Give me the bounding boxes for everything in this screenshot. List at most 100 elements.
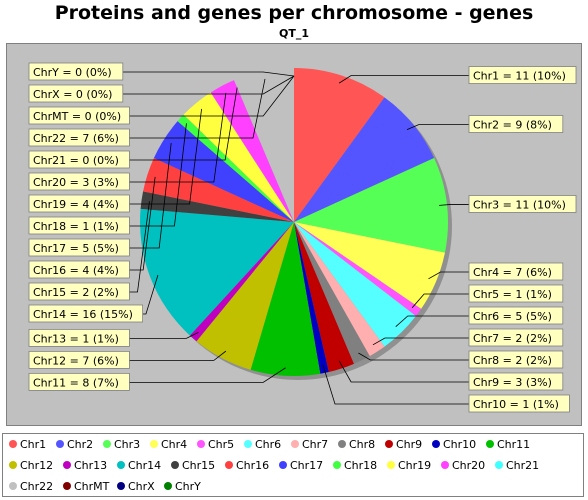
- legend-label: Chr21: [506, 459, 540, 472]
- label-connector: [129, 123, 187, 227]
- slice-label-box: [28, 128, 130, 147]
- label-connector: [129, 75, 295, 117]
- label-connector: [338, 75, 469, 84]
- slice-label-box: [468, 115, 564, 133]
- pie-slice-chr19[interactable]: [183, 92, 294, 222]
- legend-swatch: [56, 440, 64, 448]
- legend-label: Chr11: [497, 438, 531, 451]
- slice-label-chr3: Chr3 = 11 (10%): [473, 198, 566, 211]
- pie-slice-chr6[interactable]: [294, 222, 416, 347]
- legend-item-chry: ChrY: [164, 479, 201, 495]
- pie-slice-chr2[interactable]: [294, 97, 435, 222]
- slice-label-box: [28, 282, 130, 301]
- label-connector: [129, 367, 286, 383]
- legend-swatch: [103, 440, 111, 448]
- pie-slice-chr15[interactable]: [140, 191, 294, 222]
- legend-label: Chr19: [398, 459, 432, 472]
- pie-slice-chr10[interactable]: [294, 222, 329, 374]
- legend-item-chrmt: ChrMT: [63, 479, 109, 495]
- pie-slice-chr4[interactable]: [294, 222, 445, 309]
- slice-label-chr19: Chr19 = 4 (4%): [33, 198, 119, 211]
- pie-slice-chr1[interactable]: [294, 68, 385, 222]
- pie-slice-chr5[interactable]: [294, 222, 422, 317]
- slice-label-chr21: Chr21 = 0 (0%): [33, 154, 119, 167]
- label-connector: [129, 143, 172, 249]
- pie-slice-chr8[interactable]: [294, 222, 370, 364]
- legend-label: Chr6: [255, 438, 282, 451]
- legend-item-chr14: Chr14: [117, 458, 161, 474]
- legend-label: Chr22: [20, 480, 54, 493]
- pie-slice-chr18[interactable]: [177, 114, 294, 222]
- pie-slice-chr17[interactable]: [153, 121, 294, 222]
- slice-label-box: [28, 238, 130, 257]
- legend-item-chr20: Chr20: [441, 458, 485, 474]
- label-connector: [129, 176, 156, 271]
- slice-label-chr14: Chr14 = 16 (15%): [33, 308, 133, 321]
- pie-slice-chr3[interactable]: [294, 158, 449, 253]
- pie-slice-chr11[interactable]: [250, 222, 321, 376]
- legend-swatch: [9, 440, 17, 448]
- slice-label-box: [468, 66, 577, 84]
- legend-item-chr5: Chr5: [197, 437, 234, 453]
- pie-slice-chr9[interactable]: [294, 222, 354, 372]
- legend-label: Chr17: [290, 459, 324, 472]
- legend-swatch: [9, 482, 17, 490]
- slice-label-box: [468, 306, 564, 325]
- label-connector: [129, 87, 238, 161]
- label-connector: [129, 201, 150, 293]
- legend-swatch: [387, 461, 395, 469]
- pie-slice-chr22[interactable]: [234, 68, 294, 222]
- pie-slice-chr14[interactable]: [140, 208, 294, 336]
- legend-swatch: [486, 440, 494, 448]
- legend-label: Chr9: [396, 438, 423, 451]
- legend-swatch: [441, 461, 449, 469]
- legend: Chr1 Chr2 Chr3 Chr4 Chr5 Chr6 Chr7 Chr8 Chr9 Chr1…: [2, 433, 584, 497]
- label-connector: [358, 352, 469, 361]
- legend-label: Chr4: [161, 438, 188, 451]
- legend-label: Chr16: [236, 459, 270, 472]
- label-connector: [439, 204, 469, 206]
- label-connector: [428, 271, 469, 280]
- pie-slice-chr12[interactable]: [196, 222, 294, 370]
- legend-swatch: [197, 440, 205, 448]
- slice-label-chrmt: ChrMT = 0 (0%): [33, 110, 121, 123]
- label-connector: [122, 71, 295, 77]
- slice-label-chr11: Chr11 = 8 (7%): [33, 376, 119, 389]
- legend-swatch: [291, 440, 299, 448]
- legend-label: ChrMT: [74, 480, 110, 493]
- pie-slice-chr13[interactable]: [189, 222, 294, 342]
- slice-label-chr13: Chr13 = 1 (1%): [33, 332, 119, 345]
- legend-swatch: [338, 440, 346, 448]
- slice-label-chry: ChrY = 0 (0%): [33, 66, 112, 79]
- slice-label-chr9: Chr9 = 3 (3%): [473, 376, 552, 389]
- slice-label-box: [468, 372, 564, 391]
- label-connector: [129, 350, 227, 361]
- label-connector: [142, 274, 159, 315]
- slice-label-chr12: Chr12 = 7 (6%): [33, 354, 119, 367]
- legend-label: Chr12: [20, 459, 54, 472]
- slice-label-chr8: Chr8 = 2 (2%): [473, 354, 552, 367]
- chart-title: Proteins and genes per chromosome - gene…: [54, 2, 534, 24]
- label-connector: [122, 75, 295, 95]
- legend-label: Chr2: [67, 438, 94, 451]
- slice-label-chr15: Chr15 = 2 (2%): [33, 286, 119, 299]
- legend-item-chr7: Chr7: [291, 437, 328, 453]
- slice-label-chr5: Chr5 = 1 (1%): [473, 288, 552, 301]
- legend-swatch: [432, 440, 440, 448]
- legend-swatch: [495, 461, 503, 469]
- slice-label-box: [468, 284, 564, 303]
- plot-area: Chr1 = 11 (10%) Chr2 = 9 (8%) Chr3 = 11 (1…: [6, 43, 582, 426]
- legend-swatch: [63, 461, 71, 469]
- slice-label-chr17: Chr17 = 5 (5%): [33, 242, 119, 255]
- legend-item-chr8: Chr8: [338, 437, 375, 453]
- legend-item-chr3: Chr3: [103, 437, 140, 453]
- slice-label-box: [28, 260, 130, 279]
- label-connector: [395, 315, 469, 327]
- legend-label: Chr1: [20, 438, 47, 451]
- legend-swatch: [63, 482, 71, 490]
- label-connector: [129, 331, 199, 339]
- legend-swatch: [244, 440, 252, 448]
- legend-item-chr19: Chr19: [387, 458, 431, 474]
- pie-slice-chr7[interactable]: [294, 222, 385, 357]
- legend-item-chr1: Chr1: [9, 437, 46, 453]
